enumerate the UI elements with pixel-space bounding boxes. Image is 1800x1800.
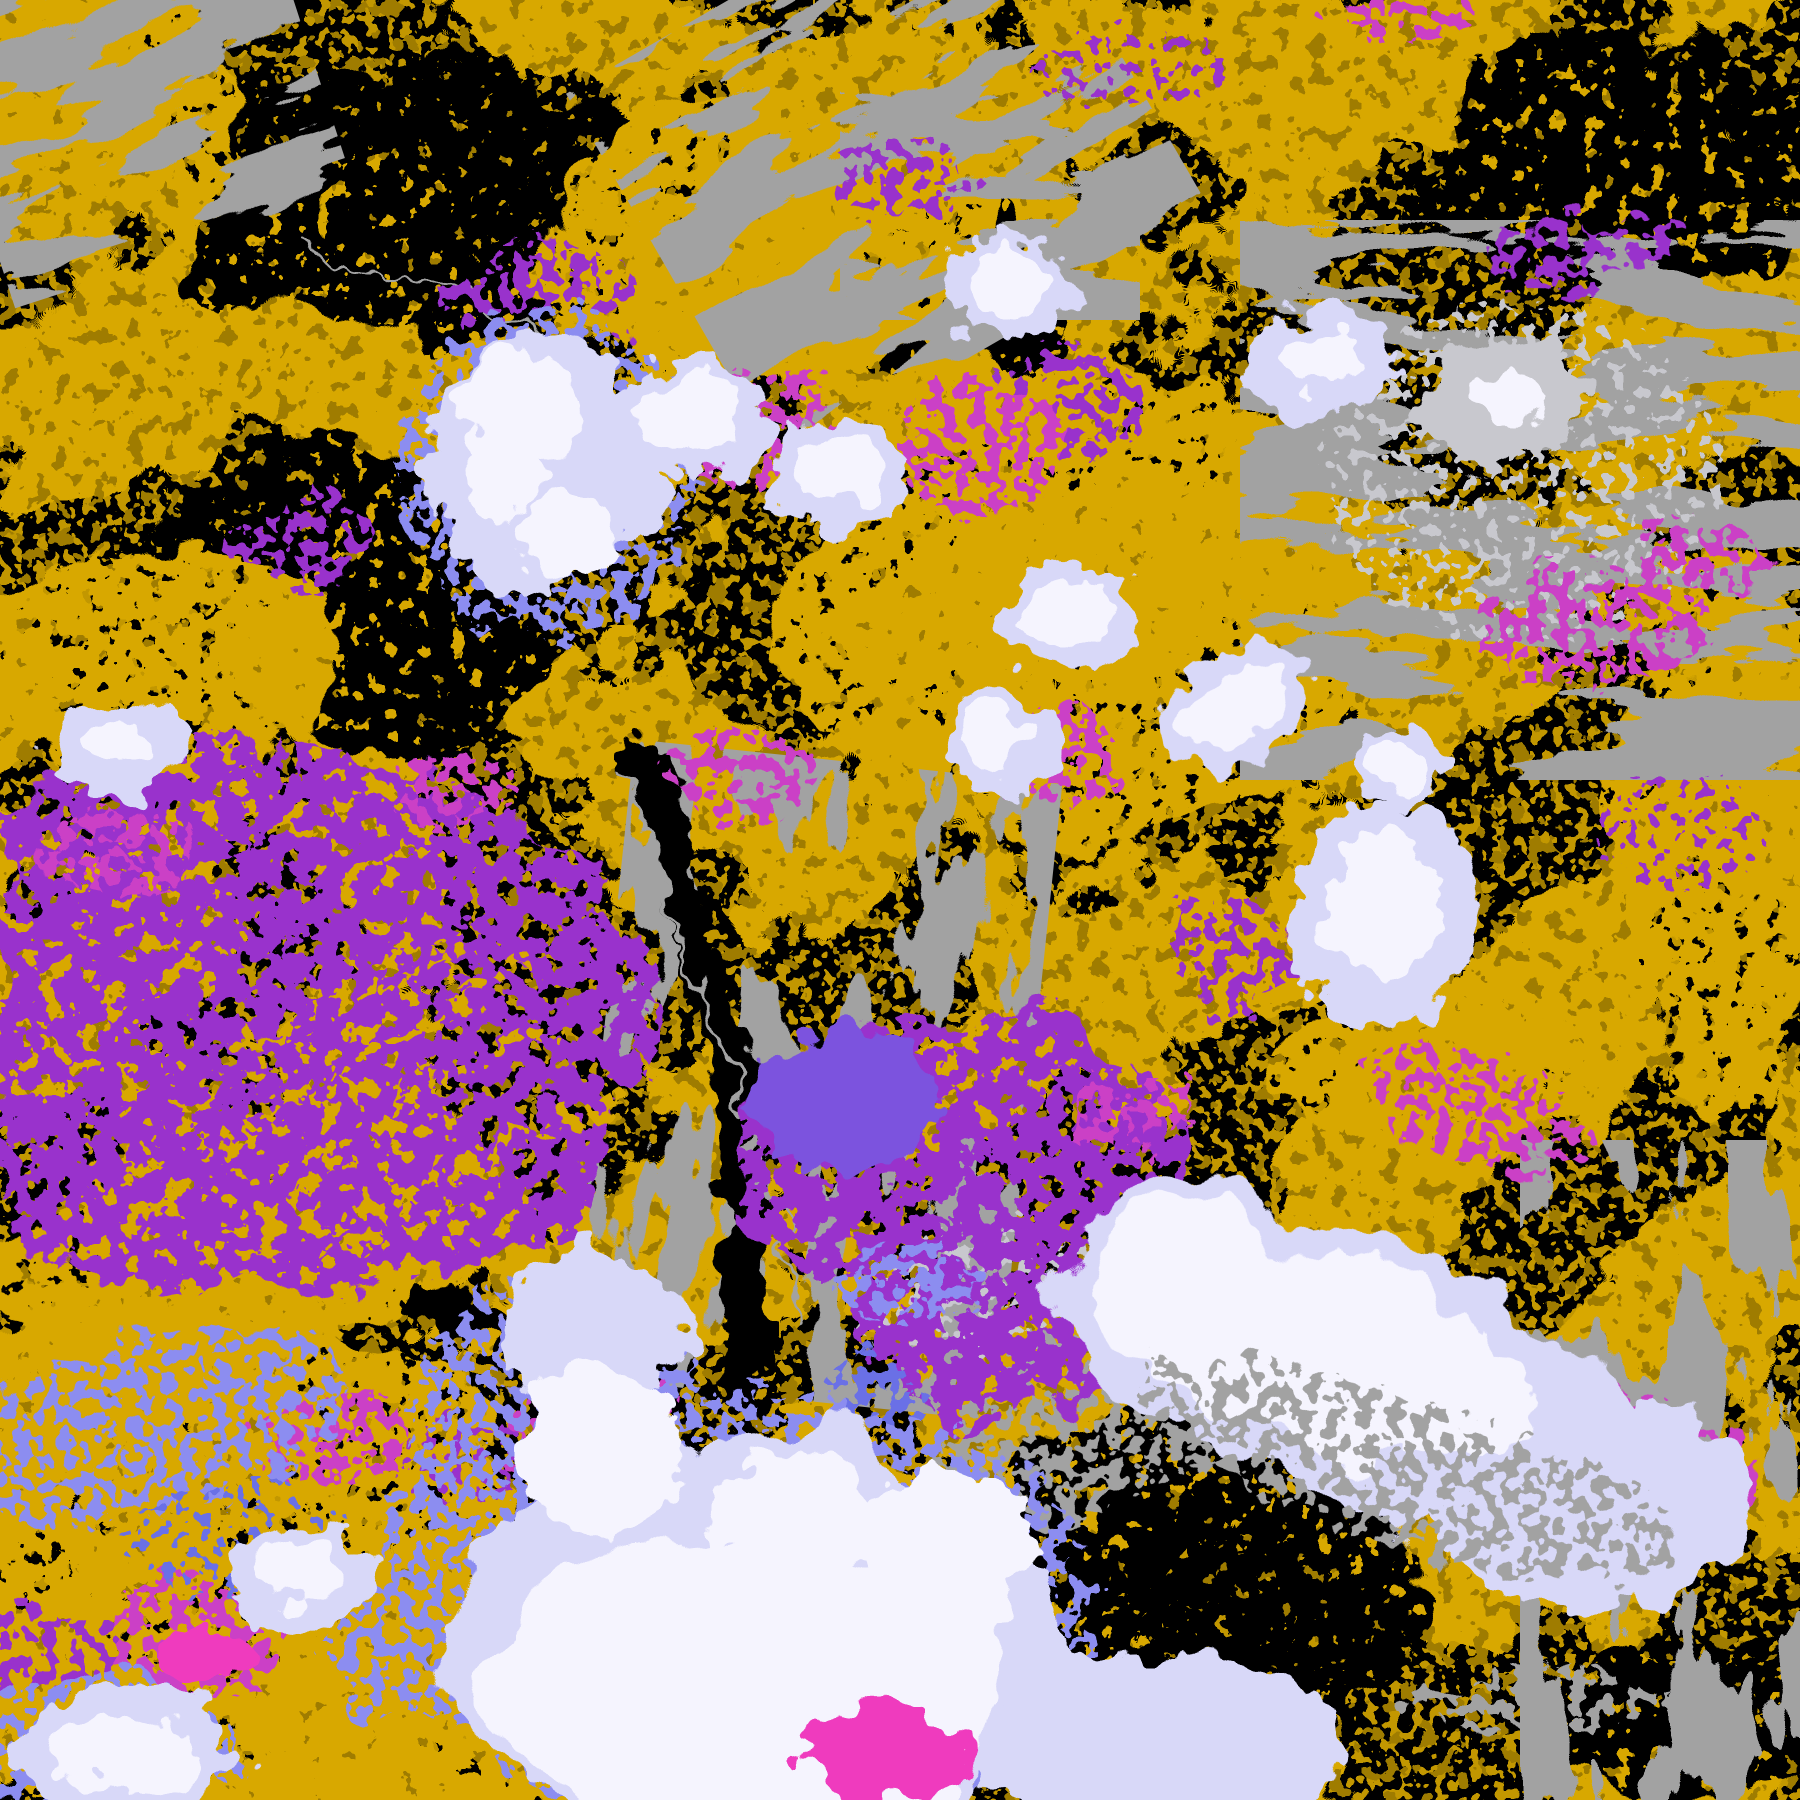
periwinkle-speckle-cluster	[0, 1329, 346, 1521]
cloud-core	[85, 720, 145, 760]
storm-cloud-patches-bottom-left	[16, 698, 374, 1800]
storm-cloud-cluster-right-center	[944, 306, 1584, 1027]
purple-speckle-cluster	[1030, 30, 1230, 110]
gold-streak	[240, 964, 528, 1147]
gold-streak	[294, 1024, 567, 1191]
magenta-speckle-cluster	[1358, 1048, 1592, 1172]
gray-cloud-arc	[1400, 1677, 1700, 1733]
storm-cloud-band-bottom-right	[1041, 1203, 1752, 1610]
cloud-core	[254, 1542, 346, 1602]
cloud-core	[1278, 326, 1358, 386]
pink-blotches	[160, 1625, 970, 1800]
cloud-core	[60, 1717, 200, 1793]
magenta-speckle-cluster	[50, 805, 190, 895]
cloud-core	[522, 1362, 682, 1538]
cloud-core	[1024, 578, 1108, 650]
cloud-core	[1470, 370, 1542, 422]
storm-cloud-cluster-upper-middle	[614, 230, 1074, 528]
violet-patch	[750, 1028, 940, 1172]
storm-cloud-cluster-upper-left	[395, 305, 695, 635]
gold-streak	[330, 1094, 627, 1252]
cloud-core	[520, 492, 624, 588]
magenta-speckle-cluster	[1330, 0, 1470, 38]
cloud-core	[638, 373, 742, 457]
cloud-core	[962, 708, 1038, 768]
cloud-core	[1366, 744, 1434, 796]
purple-speckle-cluster	[1160, 895, 1300, 1005]
pink-blotch	[160, 1625, 250, 1685]
cloud-core	[460, 438, 540, 518]
purple-speckle-cluster	[60, 1070, 240, 1170]
magenta-speckle-cluster	[895, 375, 1075, 515]
purple-speckle-cluster	[825, 135, 975, 215]
gray-cloud-band	[0, 0, 358, 309]
cloud-core	[465, 347, 575, 463]
purple-speckle-cluster	[1480, 217, 1680, 293]
periwinkle-speckle-cluster	[825, 1240, 985, 1330]
cloud-core	[865, 1465, 1035, 1625]
purple-speckle-cluster	[1595, 770, 1765, 890]
cloud-core	[968, 242, 1052, 318]
cloud-core	[1322, 829, 1446, 981]
cloud-core	[1187, 664, 1289, 748]
magenta-speckle-cluster	[400, 755, 520, 825]
magenta-speckle-cluster	[660, 725, 810, 825]
cloud-core	[710, 1450, 890, 1590]
gray-cloud-arc	[1136, 1360, 1680, 1584]
pink-blotch	[800, 1707, 970, 1800]
gray-cloud-speckle	[1320, 300, 1720, 640]
magenta-speckle-cluster	[1075, 1070, 1195, 1150]
magenta-speckle-cluster	[1635, 520, 1765, 610]
cloud-core	[792, 432, 884, 504]
gold-streak	[206, 934, 473, 1090]
purple-speckle-cluster	[230, 500, 370, 590]
cloud-lavender	[975, 1650, 1345, 1800]
